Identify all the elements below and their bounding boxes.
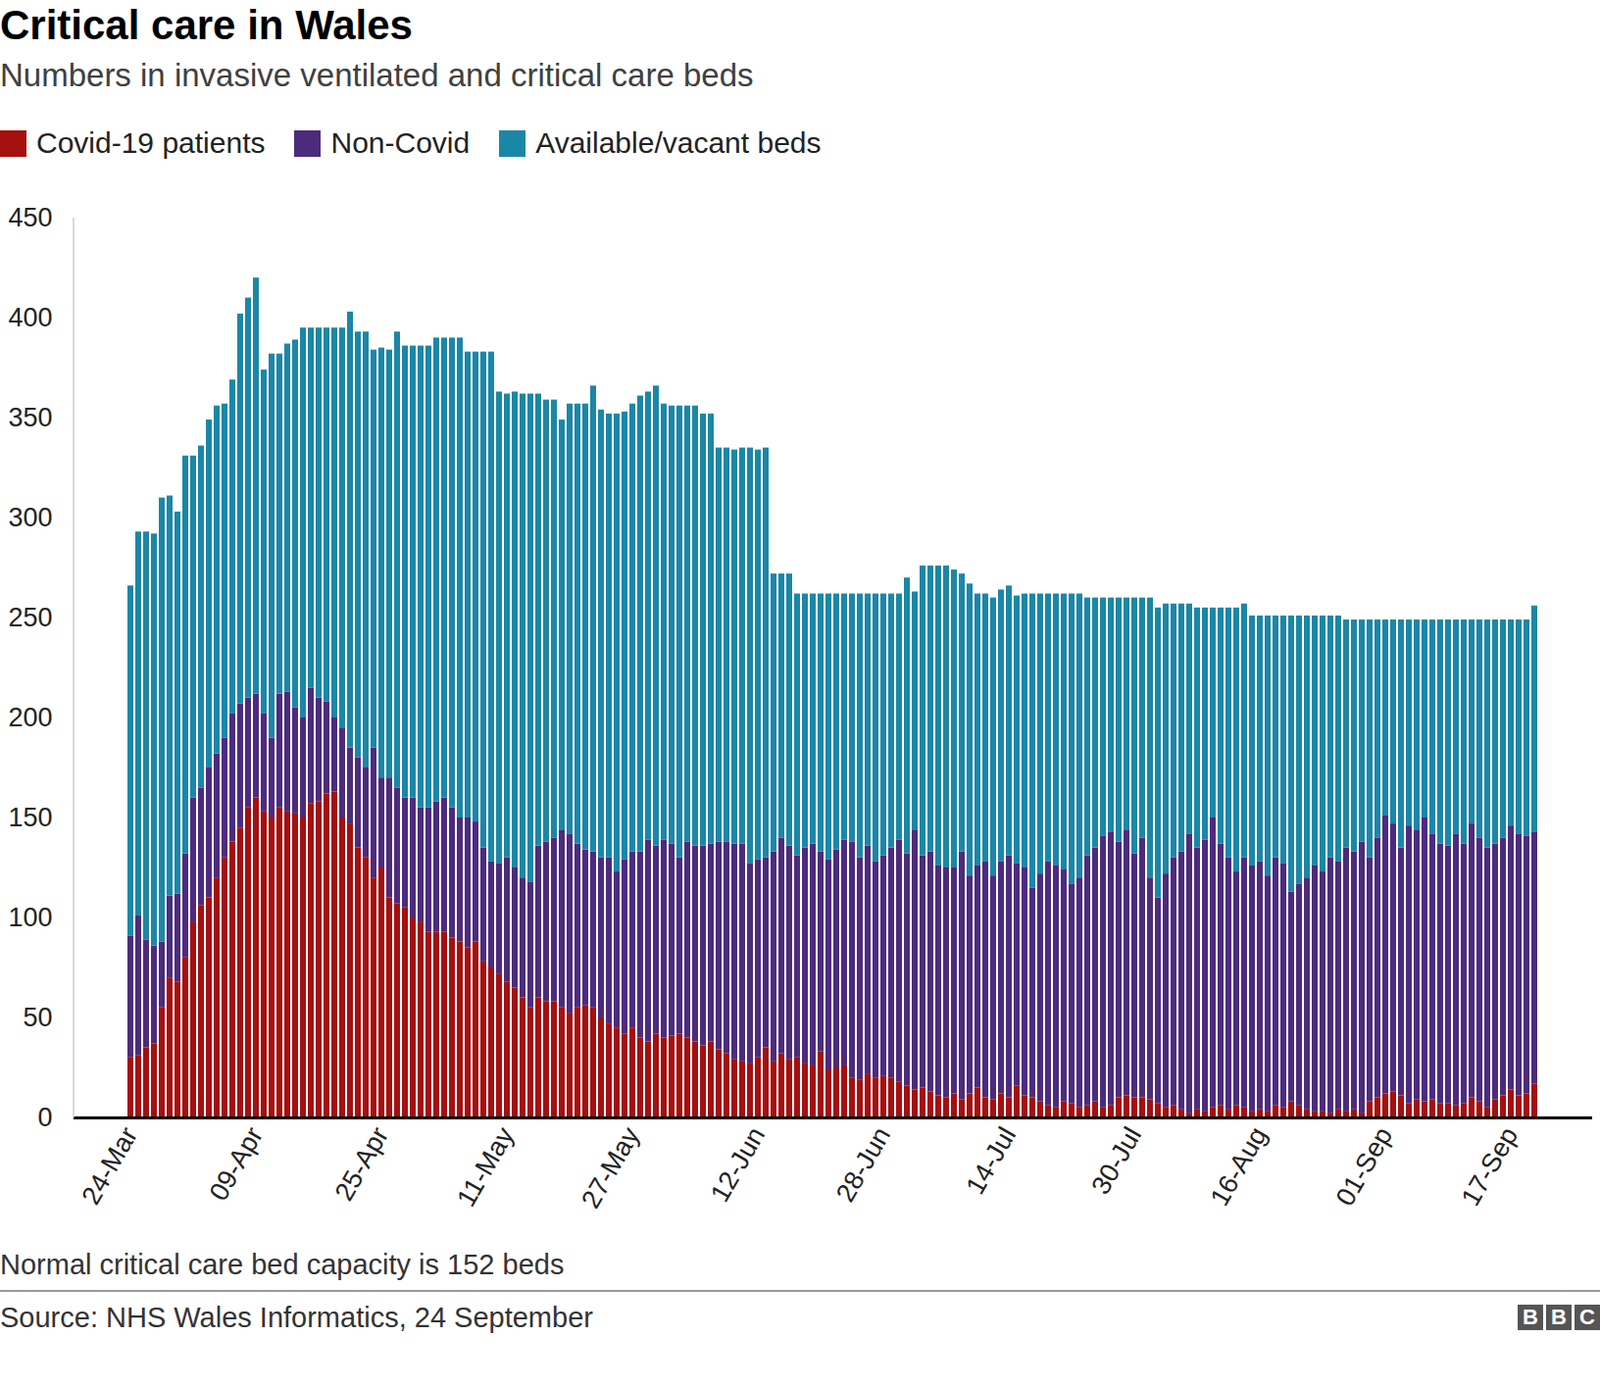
- svg-text:400: 400: [7, 302, 52, 333]
- svg-text:17-Sep: 17-Sep: [1455, 1122, 1525, 1211]
- svg-text:14-Jul: 14-Jul: [959, 1122, 1022, 1200]
- html-text:Normal critical care bed capac: Normal critical care bed capacity is 152…: [0, 1249, 565, 1281]
- svg-text:24-Mar: 24-Mar: [75, 1122, 144, 1210]
- svg-text:11-May: 11-May: [450, 1121, 520, 1212]
- svg-text:28-Jun: 28-Jun: [830, 1122, 897, 1208]
- svg-text:25-Apr: 25-Apr: [329, 1122, 396, 1206]
- html-text:B: B: [1522, 1304, 1539, 1330]
- html-text:C: C: [1579, 1304, 1595, 1330]
- svg-text:150: 150: [7, 802, 52, 833]
- html-text:Critical care in Wales: Critical care in Wales: [0, 1, 413, 49]
- html-text:Covid-19 patients: Covid-19 patients: [36, 126, 266, 159]
- svg-text:350: 350: [7, 402, 52, 433]
- svg-text:250: 250: [7, 602, 52, 633]
- svg-text:200: 200: [7, 702, 52, 733]
- svg-text:30-Jul: 30-Jul: [1085, 1122, 1148, 1200]
- html-text:B: B: [1550, 1304, 1567, 1330]
- svg-text:50: 50: [22, 1002, 52, 1033]
- svg-text:16-Aug: 16-Aug: [1204, 1122, 1274, 1211]
- html-text:Non-Covid: Non-Covid: [330, 126, 470, 159]
- svg-text:450: 450: [7, 202, 52, 233]
- svg-text:27-May: 27-May: [575, 1121, 646, 1213]
- svg-text:0: 0: [37, 1102, 52, 1133]
- svg-text:300: 300: [7, 502, 52, 533]
- svg-text:100: 100: [7, 902, 52, 933]
- svg-text:01-Sep: 01-Sep: [1330, 1122, 1400, 1211]
- svg-text:09-Apr: 09-Apr: [203, 1122, 270, 1206]
- html-text:Numbers in invasive ventilated: Numbers in invasive ventilated and criti…: [0, 56, 754, 94]
- html-text:Source: NHS Wales Informatics,: Source: NHS Wales Informatics, 24 Septem…: [0, 1301, 594, 1333]
- html-text:Available/vacant beds: Available/vacant beds: [535, 126, 822, 159]
- svg-text:12-Jun: 12-Jun: [704, 1122, 771, 1208]
